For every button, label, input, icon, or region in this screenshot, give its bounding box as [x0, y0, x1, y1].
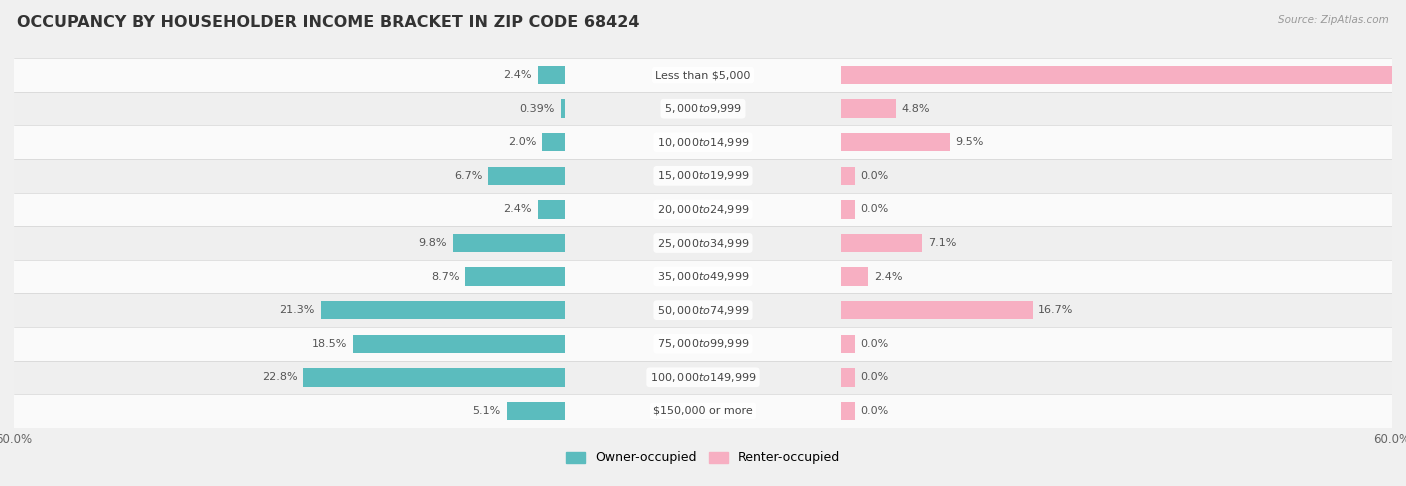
Text: 2.4%: 2.4% [875, 272, 903, 281]
Text: 8.7%: 8.7% [432, 272, 460, 281]
Text: 16.7%: 16.7% [1038, 305, 1074, 315]
Bar [543, 133, 565, 152]
Bar [14, 192, 1392, 226]
Text: $150,000 or more: $150,000 or more [654, 406, 752, 416]
Text: $35,000 to $49,999: $35,000 to $49,999 [657, 270, 749, 283]
Bar [537, 66, 565, 85]
Bar [841, 133, 950, 152]
Bar [321, 301, 565, 319]
Text: 21.3%: 21.3% [280, 305, 315, 315]
Bar [841, 368, 855, 386]
Text: $5,000 to $9,999: $5,000 to $9,999 [664, 102, 742, 115]
Text: 0.0%: 0.0% [860, 372, 889, 382]
Text: 0.39%: 0.39% [520, 104, 555, 114]
Text: $10,000 to $14,999: $10,000 to $14,999 [657, 136, 749, 149]
Bar [353, 334, 565, 353]
Bar [465, 267, 565, 286]
Text: $20,000 to $24,999: $20,000 to $24,999 [657, 203, 749, 216]
Bar [537, 200, 565, 219]
Text: 18.5%: 18.5% [312, 339, 347, 349]
Bar [14, 58, 1392, 92]
Bar [841, 200, 855, 219]
Bar [841, 167, 855, 185]
Legend: Owner-occupied, Renter-occupied: Owner-occupied, Renter-occupied [561, 447, 845, 469]
Bar [14, 260, 1392, 294]
Text: 6.7%: 6.7% [454, 171, 482, 181]
Text: OCCUPANCY BY HOUSEHOLDER INCOME BRACKET IN ZIP CODE 68424: OCCUPANCY BY HOUSEHOLDER INCOME BRACKET … [17, 15, 640, 30]
Bar [14, 361, 1392, 394]
Text: 7.1%: 7.1% [928, 238, 956, 248]
Text: 2.4%: 2.4% [503, 205, 531, 214]
Bar [14, 92, 1392, 125]
Text: $15,000 to $19,999: $15,000 to $19,999 [657, 169, 749, 182]
Bar [304, 368, 565, 386]
Text: 5.1%: 5.1% [472, 406, 501, 416]
Bar [561, 100, 565, 118]
Text: 0.0%: 0.0% [860, 339, 889, 349]
Bar [14, 159, 1392, 192]
Bar [14, 226, 1392, 260]
Text: $25,000 to $34,999: $25,000 to $34,999 [657, 237, 749, 249]
Bar [14, 125, 1392, 159]
Bar [841, 334, 855, 353]
Bar [453, 234, 565, 252]
Text: $50,000 to $74,999: $50,000 to $74,999 [657, 304, 749, 317]
Text: $100,000 to $149,999: $100,000 to $149,999 [650, 371, 756, 384]
Bar [841, 401, 855, 420]
Bar [841, 66, 1406, 85]
Text: 22.8%: 22.8% [262, 372, 298, 382]
Bar [841, 267, 869, 286]
Bar [841, 100, 896, 118]
Bar [14, 394, 1392, 428]
Bar [14, 327, 1392, 361]
Bar [506, 401, 565, 420]
Text: 4.8%: 4.8% [901, 104, 931, 114]
Bar [841, 301, 1032, 319]
Text: Source: ZipAtlas.com: Source: ZipAtlas.com [1278, 15, 1389, 25]
Text: Less than $5,000: Less than $5,000 [655, 70, 751, 80]
Bar [14, 294, 1392, 327]
Bar [841, 234, 922, 252]
Text: 2.4%: 2.4% [503, 70, 531, 80]
Text: 9.5%: 9.5% [956, 137, 984, 147]
Text: 2.0%: 2.0% [508, 137, 537, 147]
Bar [488, 167, 565, 185]
Text: 0.0%: 0.0% [860, 205, 889, 214]
Text: 0.0%: 0.0% [860, 406, 889, 416]
Text: $75,000 to $99,999: $75,000 to $99,999 [657, 337, 749, 350]
Text: 0.0%: 0.0% [860, 171, 889, 181]
Text: 9.8%: 9.8% [419, 238, 447, 248]
